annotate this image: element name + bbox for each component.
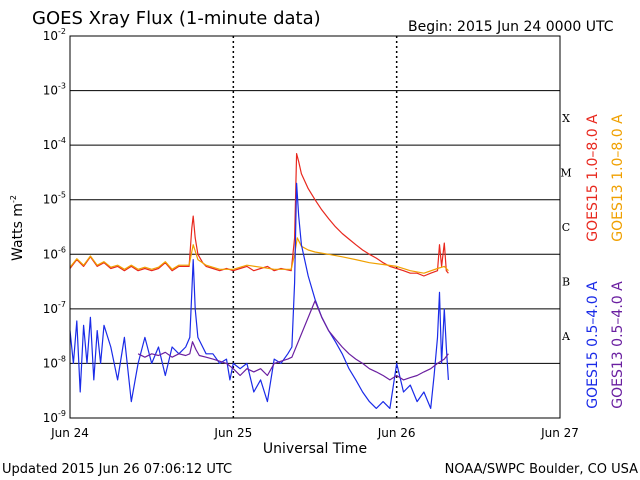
flare-class-c: C — [562, 221, 570, 234]
y-tick-label-4: 10-6 — [43, 245, 66, 261]
x-tick-label-1: Jun 25 — [213, 426, 252, 440]
legend-label-1: GOES13 1.0–8.0 A — [610, 114, 626, 242]
credit-label: NOAA/SWPC Boulder, CO USA — [445, 462, 638, 477]
y-tick-label-2: 10-4 — [43, 136, 66, 152]
flare-class-labels: X M C B A — [560, 112, 571, 343]
series-line-1 — [69, 237, 449, 274]
y-tick-label-3: 10-5 — [43, 191, 66, 207]
y-tick-label-0: 10-2 — [43, 27, 66, 43]
series-line-2 — [69, 182, 449, 409]
series-line-0 — [69, 153, 449, 277]
x-tick-label-2: Jun 26 — [377, 426, 416, 440]
flare-class-a: A — [561, 330, 571, 343]
chart-title: GOES Xray Flux (1-minute data) — [32, 8, 321, 29]
x-axis-ticks: Jun 24 Jun 25 Jun 26 Jun 27 — [50, 426, 579, 440]
begin-label: Begin: 2015 Jun 24 0000 UTC — [408, 19, 614, 35]
flare-class-m: M — [560, 166, 571, 179]
flare-class-b: B — [562, 276, 570, 289]
legend-label-3: GOES13 0.5–4.0 A — [610, 281, 626, 409]
series-line-3 — [137, 300, 449, 381]
flare-class-x: X — [562, 112, 570, 125]
x-tick-label-0: Jun 24 — [50, 426, 89, 440]
updated-label: Updated 2015 Jun 26 07:06:12 UTC — [2, 462, 232, 477]
y-tick-label-6: 10-8 — [43, 354, 66, 370]
y-tick-label-1: 10-3 — [43, 82, 66, 98]
y-axis-title: Watts m-2 — [9, 195, 26, 261]
legend-label-2: GOES15 0.5–4.0 A — [585, 281, 601, 409]
plot-frame — [69, 35, 561, 419]
y-axis-ticks: 10-2 10-3 10-4 10-5 10-6 10-7 10-8 10-9 — [43, 27, 66, 425]
x-tick-label-3: Jun 27 — [540, 426, 579, 440]
grid — [70, 35, 560, 419]
y-tick-label-5: 10-7 — [43, 300, 66, 316]
y-tick-label-7: 10-9 — [43, 409, 66, 425]
legend-label-0: GOES15 1.0–8.0 A — [585, 114, 601, 242]
plot-series — [69, 153, 449, 409]
x-axis-title: Universal Time — [263, 441, 367, 457]
legend: GOES15 1.0–8.0 A GOES13 1.0–8.0 A GOES15 0… — [585, 114, 626, 409]
